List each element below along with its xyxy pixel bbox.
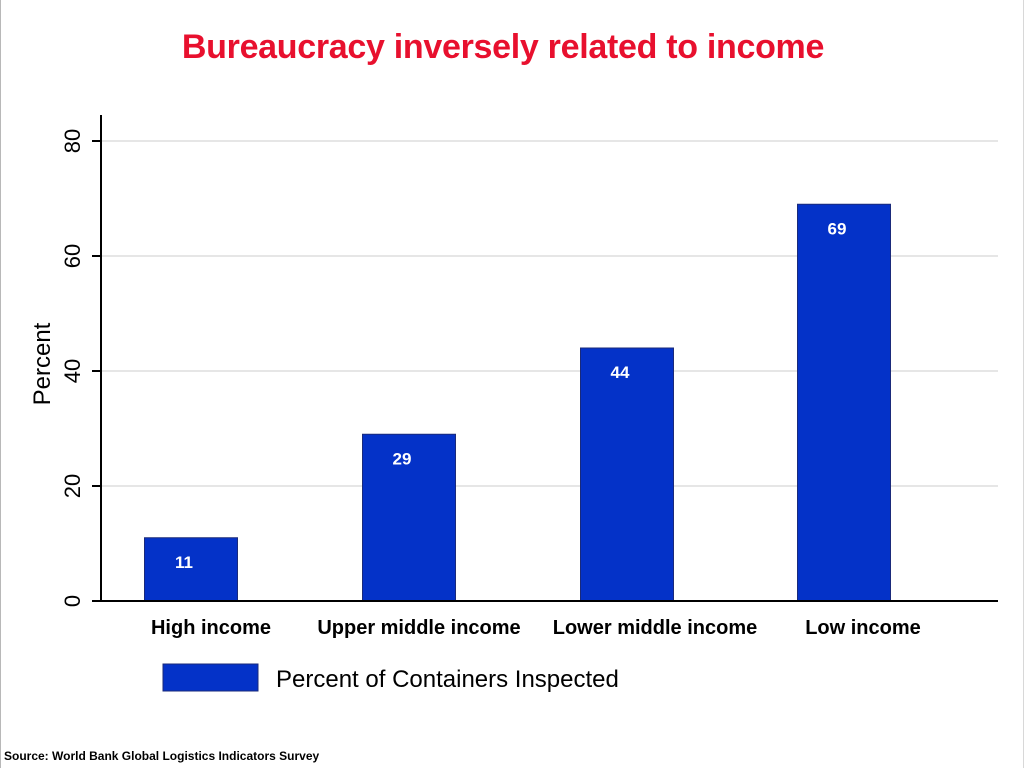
bar-value-label: 11 bbox=[175, 553, 193, 572]
x-tick-label: High income bbox=[151, 617, 271, 639]
legend-swatch bbox=[162, 663, 259, 692]
y-tick-label: 0 bbox=[60, 595, 85, 607]
x-tick-label: Lower middle income bbox=[553, 617, 757, 639]
source-note: Source: World Bank Global Logistics Indi… bbox=[4, 749, 320, 763]
slide-left-border bbox=[0, 0, 1, 768]
bar-1 bbox=[144, 537, 238, 602]
y-tick-label: 20 bbox=[60, 474, 85, 498]
y-axis-title: Percent bbox=[29, 322, 56, 405]
x-tick-label: Low income bbox=[805, 617, 921, 639]
y-tick-label: 40 bbox=[60, 359, 85, 383]
y-tick-label: 80 bbox=[60, 129, 85, 153]
legend-label: Percent of Containers Inspected bbox=[276, 666, 619, 693]
y-tick-label: 60 bbox=[60, 244, 85, 268]
bar-4 bbox=[797, 203, 891, 602]
bar-value-label: 44 bbox=[611, 363, 630, 382]
bar-value-label: 69 bbox=[828, 219, 847, 238]
x-tick-label: Upper middle income bbox=[317, 617, 520, 639]
chart-title: Bureaucracy inversely related to income bbox=[181, 28, 825, 66]
bar-value-label: 29 bbox=[393, 449, 412, 468]
bar-2 bbox=[362, 433, 456, 602]
bar-3 bbox=[580, 347, 674, 602]
